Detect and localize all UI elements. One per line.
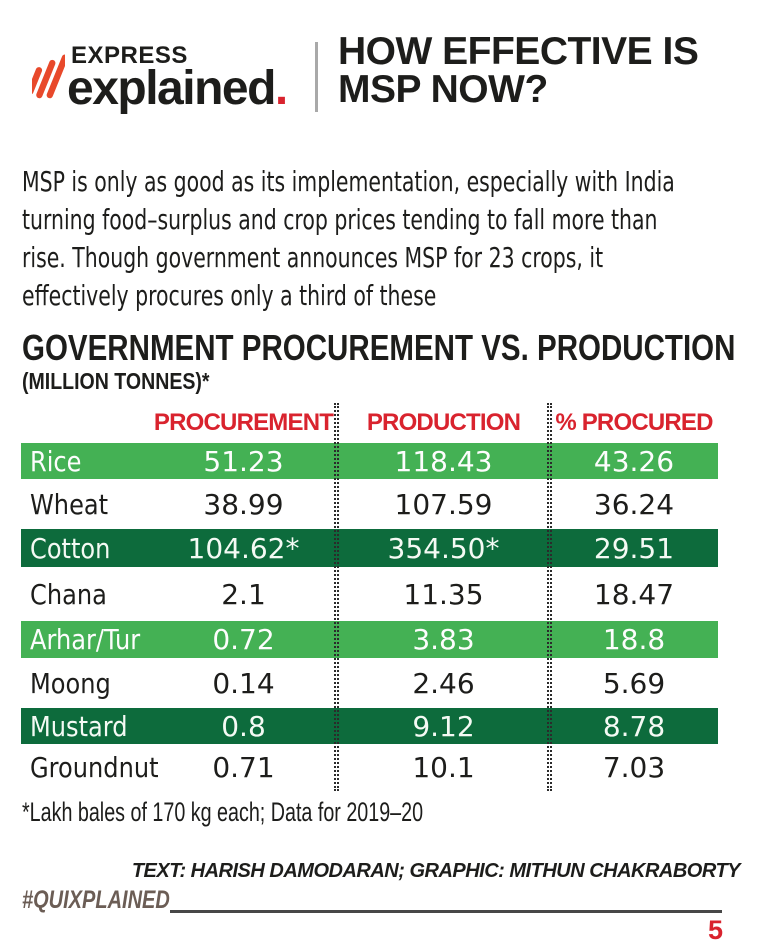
column-separator-1	[334, 403, 339, 791]
section-title: GOVERNMENT PROCUREMENT VS. PRODUCTION	[22, 327, 736, 368]
crop-name-cell: Chana	[30, 577, 107, 611]
procurement-cell: 2.1	[221, 577, 266, 611]
table-footnote: *Lakh bales of 170 kg each; Data for 201…	[22, 797, 424, 827]
footer-rule	[170, 910, 722, 913]
table-row-rice: Rice 51.23 118.43 43.26	[21, 443, 718, 479]
crop-name-cell: Groundnut	[30, 751, 159, 784]
crop-name-cell: Mustard	[30, 709, 128, 743]
brand-explained-text: explained.	[67, 65, 288, 113]
crop-name-cell: Cotton	[30, 531, 111, 565]
pct-procured-cell: 36.24	[593, 487, 675, 521]
production-cell: 9.12	[412, 709, 475, 743]
table-row-wheat: Wheat 38.99 107.59 36.24	[21, 479, 718, 529]
pct-procured-cell: 29.51	[593, 531, 675, 565]
production-cell: 107.59	[394, 487, 493, 521]
table-row-groundnut: Groundnut 0.71 10.1 7.03	[21, 744, 718, 791]
crop-name-cell: Moong	[30, 666, 111, 700]
page-title-line1: HOW EFFECTIVE IS	[338, 30, 699, 73]
table-row-moong: Moong 0.14 2.46 5.69	[21, 658, 718, 708]
brand-text: EXPRESS explained.	[67, 42, 288, 113]
table-row-chana: Chana 2.1 11.35 18.47	[21, 567, 718, 621]
brand-red-dot: .	[274, 62, 289, 115]
page-number: 5	[707, 915, 723, 945]
brand-express-text: EXPRESS	[71, 42, 188, 69]
column-header-procurement: PROCUREMENT	[153, 409, 334, 436]
procurement-cell: 104.62*	[187, 531, 300, 565]
data-table: PROCUREMENT PRODUCTION % PROCURED Rice 5…	[21, 403, 718, 791]
procurement-cell: 0.71	[212, 751, 275, 784]
pct-procured-cell: 18.47	[593, 577, 675, 611]
column-separator-2	[547, 403, 552, 791]
brand-explained-word: explained	[67, 62, 276, 115]
production-cell: 354.50*	[387, 531, 500, 565]
pct-procured-cell: 8.78	[602, 709, 666, 743]
table-row-cotton: Cotton 104.62* 354.50* 29.51	[21, 529, 718, 567]
express-flame-icon	[32, 54, 65, 99]
procurement-cell: 51.23	[203, 444, 284, 478]
intro-paragraph: MSP is only as good as its implementatio…	[22, 163, 759, 315]
procurement-cell: 38.99	[203, 487, 284, 521]
brand-logo: EXPRESS explained.	[32, 42, 288, 113]
pct-procured-cell: 43.26	[593, 444, 675, 478]
production-cell: 3.83	[412, 623, 475, 656]
column-header-pct-procured: % PROCURED	[555, 409, 713, 436]
procurement-cell: 0.8	[221, 709, 266, 743]
intro-line: MSP is only as good as its implementatio…	[22, 165, 675, 198]
production-cell: 118.43	[394, 444, 493, 478]
pct-procured-cell: 7.03	[602, 751, 666, 784]
intro-line: effectively procures only a third of the…	[22, 279, 437, 312]
section-subtitle: (MILLION TONNES)*	[22, 368, 210, 394]
page-title-line2: MSP NOW?	[338, 68, 548, 111]
intro-line: rise. Though government announces MSP fo…	[22, 241, 604, 274]
crop-name-cell: Arhar/Tur	[30, 623, 141, 656]
column-header-production: PRODUCTION	[366, 409, 521, 436]
table-row-mustard: Mustard 0.8 9.12 8.78	[21, 708, 718, 744]
table-header-row: PROCUREMENT PRODUCTION % PROCURED	[21, 403, 718, 443]
procurement-cell: 0.14	[212, 666, 275, 700]
production-cell: 10.1	[412, 751, 475, 784]
procurement-cell: 0.72	[212, 623, 275, 656]
hashtag-label: #QUIXPLAINED	[22, 886, 170, 914]
production-cell: 11.35	[403, 577, 484, 611]
crop-name-cell: Wheat	[30, 487, 109, 521]
pct-procured-cell: 18.8	[602, 623, 666, 656]
crop-name-cell: Rice	[30, 444, 82, 478]
page-title: HOW EFFECTIVE IS MSP NOW?	[338, 30, 699, 111]
pct-procured-cell: 5.69	[602, 666, 666, 700]
credits-line: TEXT: HARISH DAMODARAN; GRAPHIC: MITHUN …	[131, 860, 741, 882]
table-row-arhar-tur: Arhar/Tur 0.72 3.83 18.8	[21, 621, 718, 658]
intro-line: turning food–surplus and crop prices ten…	[22, 203, 658, 236]
header-divider	[315, 42, 318, 112]
production-cell: 2.46	[412, 666, 475, 700]
